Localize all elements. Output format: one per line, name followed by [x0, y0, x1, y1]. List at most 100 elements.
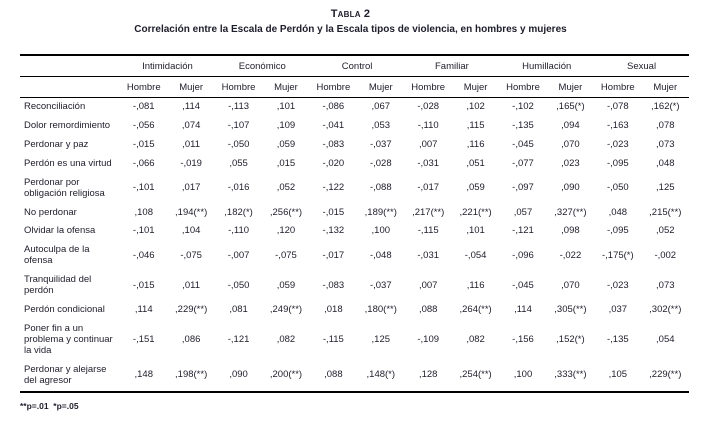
correlation-cell: ,249(**) — [269, 304, 303, 316]
group-header-row: Intimidación Económico Control Familiar … — [20, 55, 689, 77]
correlation-cell: -,017 — [417, 182, 440, 194]
sub-header-hombre: Hombre — [506, 82, 540, 93]
correlation-cell: ,048 — [608, 206, 628, 218]
correlation-cell: -,015 — [322, 206, 345, 218]
table-row: Reconciliación -,081 ,114 -,113 ,101 -,086 ,06… — [20, 98, 689, 117]
correlation-cell: -,163 — [607, 119, 629, 131]
correlation-cell: ,101 — [276, 101, 296, 112]
table-row: Dolor remordimiento -,056 ,074 -,107 ,109 -,0… — [20, 117, 689, 136]
correlation-cell: -,075 — [180, 249, 202, 261]
correlation-cell: ,148(*) — [366, 369, 396, 381]
correlation-cell: ,074 — [181, 119, 201, 131]
correlation-cell: ,037 — [608, 304, 628, 316]
row-label: Reconciliación — [24, 101, 86, 112]
correlation-cell: -,019 — [180, 157, 202, 169]
paper-page: Tabla 2 Correlación entre la Escala de P… — [0, 8, 701, 448]
correlation-cell: ,229(**) — [649, 369, 682, 381]
correlation-cell: -,046 — [132, 249, 155, 261]
correlation-cell: -,095 — [607, 225, 629, 237]
correlation-cell: ,116 — [466, 279, 485, 291]
correlation-cell: ,055 — [229, 157, 248, 169]
sub-header-mujer: Mujer — [368, 82, 393, 93]
correlation-cell: -,037 — [369, 138, 392, 150]
correlation-cell: -,048 — [369, 249, 392, 261]
correlation-cell: ,165(*) — [556, 101, 585, 112]
correlation-cell: ,073 — [656, 138, 675, 150]
row-label: Perdonar y alejarse del agresor — [24, 363, 107, 386]
group-header-humillacion: Humillación — [522, 61, 572, 72]
correlation-cell: ,088 — [418, 304, 438, 316]
correlation-cell: -,096 — [512, 249, 534, 261]
correlation-cell: ,109 — [276, 119, 296, 131]
table-row: Autoculpa de la ofensa -,046 -,075 -,007 -,0… — [20, 241, 689, 271]
correlation-cell: ,094 — [561, 119, 580, 131]
correlation-cell: -,002 — [654, 249, 677, 261]
correlation-cell: ,057 — [513, 206, 533, 218]
sub-header-hombre: Hombre — [221, 82, 256, 93]
correlation-cell: ,054 — [656, 333, 675, 345]
table-row: Perdón es una virtud -,066 -,019 ,055 ,015 -,… — [20, 155, 689, 174]
correlation-cell: -,095 — [607, 157, 629, 169]
correlation-cell: -,022 — [559, 249, 582, 261]
correlation-cell: ,048 — [656, 157, 675, 169]
correlation-cell: ,128 — [418, 369, 438, 381]
correlation-cell: ,052 — [276, 182, 296, 194]
correlation-cell: -,101 — [132, 225, 155, 237]
correlation-cell: -,045 — [512, 138, 534, 150]
correlation-cell: ,104 — [181, 225, 201, 237]
sub-header-hombre: Hombre — [600, 82, 635, 93]
correlation-cell: ,070 — [561, 138, 580, 150]
table-row: Perdonar por obligación religiosa -,101 ,0… — [20, 174, 689, 204]
table-row: No perdonar ,108 ,194(**) ,182(*) ,256(**) -,… — [20, 204, 689, 223]
correlation-cell: -,041 — [322, 119, 345, 131]
correlation-cell: ,302(**) — [649, 304, 682, 316]
correlation-cell: -,156 — [512, 333, 534, 345]
correlation-cell: -,050 — [227, 138, 250, 150]
correlation-cell: ,116 — [466, 138, 485, 150]
correlation-cell: -,107 — [227, 119, 250, 131]
row-label: No perdonar — [24, 206, 77, 218]
correlation-cell: -,031 — [417, 249, 440, 261]
row-label: Autoculpa de la ofensa — [24, 244, 90, 267]
correlation-cell: ,011 — [182, 279, 201, 291]
correlation-cell: -,017 — [322, 249, 345, 261]
correlation-cell: -,078 — [607, 101, 629, 112]
correlation-cell: ,254(**) — [459, 369, 492, 381]
correlation-cell: -,097 — [512, 182, 534, 194]
row-label: Dolor remordimiento — [24, 119, 111, 131]
correlation-cell: -,175(*) — [601, 249, 634, 261]
correlation-cell: ,015 — [276, 157, 296, 169]
correlation-cell: -,056 — [132, 119, 155, 131]
table-body: Reconciliación -,081 ,114 -,113 ,101 -,086 ,06… — [20, 98, 689, 392]
table-row: Perdón condicional ,114 ,229(**) ,081 ,249(*… — [20, 301, 689, 320]
correlation-cell: ,105 — [608, 369, 628, 381]
correlation-cell: -,028 — [369, 157, 392, 169]
correlation-cell: ,053 — [371, 119, 391, 131]
correlation-cell: ,125 — [371, 333, 391, 345]
correlation-cell: -,028 — [417, 101, 440, 112]
correlation-cell: ,090 — [561, 182, 580, 194]
correlation-cell: -,132 — [322, 225, 345, 237]
correlation-cell: ,200(**) — [269, 369, 303, 381]
correlation-cell: -,054 — [464, 249, 487, 261]
correlation-cell: ,120 — [276, 225, 296, 237]
row-label: Perdonar y paz — [24, 138, 89, 150]
sub-header-hombre: Hombre — [411, 82, 446, 93]
correlation-cell: -,135 — [607, 333, 629, 345]
correlation-cell: -,102 — [512, 101, 534, 112]
table-row: Olvidar la ofensa -,101 ,104 -,110 ,120 -,132… — [20, 222, 689, 241]
correlation-cell: ,217(**) — [412, 206, 445, 218]
correlation-cell: ,327(**) — [554, 206, 587, 218]
row-label: Perdón es una virtud — [24, 157, 112, 169]
correlation-cell: ,189(**) — [364, 206, 397, 218]
group-header-familiar: Familiar — [435, 61, 469, 72]
correlation-cell: -,115 — [417, 225, 439, 237]
correlation-cell: ,007 — [418, 279, 438, 291]
correlation-cell: ,086 — [181, 333, 201, 345]
correlation-cell: ,182(*) — [224, 206, 253, 218]
row-label: Perdón condicional — [24, 304, 105, 316]
correlation-cell: ,194(**) — [175, 206, 208, 218]
correlation-cell: -,077 — [512, 157, 534, 169]
sub-header-hombre: Hombre — [316, 82, 351, 93]
correlation-cell: ,180(**) — [364, 304, 397, 316]
